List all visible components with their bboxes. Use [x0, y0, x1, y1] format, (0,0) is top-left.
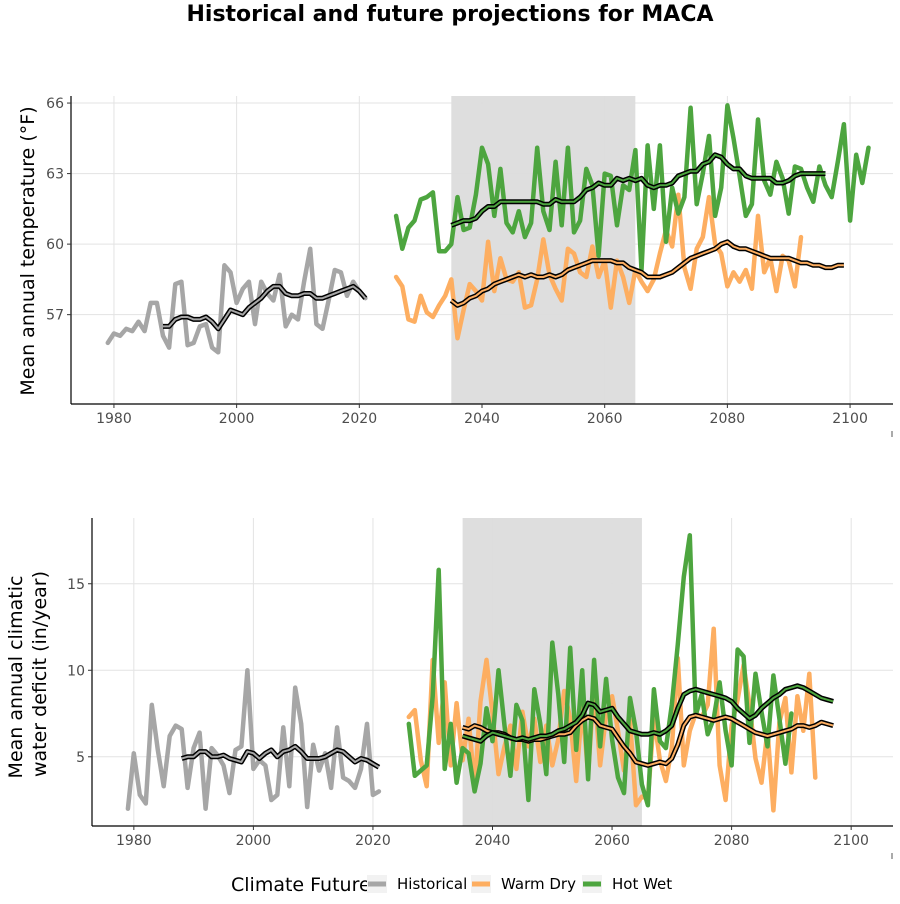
legend-label-warm-dry: Warm Dry — [501, 875, 576, 893]
series-line-hot-wet — [406, 533, 794, 808]
x-tick-label: 2060 — [587, 411, 623, 427]
x-tick-label: 2040 — [464, 411, 500, 427]
smooth-line-smooth-hot-wet — [450, 153, 826, 227]
series-line-hot-wet — [393, 103, 871, 273]
x-tick-label: 2000 — [236, 833, 272, 849]
x-tick-label: 2100 — [832, 411, 868, 427]
y-tick-label: 57 — [46, 308, 64, 324]
x-tick-label: 1980 — [96, 411, 132, 427]
legend-label-historical: Historical — [397, 875, 467, 893]
y-tick-label: 63 — [46, 167, 64, 183]
series-line-warm-dry — [393, 192, 804, 341]
legend: Climate Future Historical Warm Dry Hot W… — [231, 874, 672, 896]
x-tick-label: 2080 — [710, 411, 746, 427]
temperature-panel: Mean annual temperature (°F) 1980 2000 202… — [17, 96, 893, 437]
series-line-historical — [125, 668, 382, 811]
legend-item-hot-wet: Hot Wet — [582, 875, 672, 893]
x-tick-label: 2000 — [219, 411, 255, 427]
x-tick-label: 2060 — [594, 833, 630, 849]
y-tick-label: 66 — [46, 96, 64, 112]
x-tick-label: 1980 — [116, 833, 152, 849]
water-deficit-panel: Mean annual climatic water deficit (in/y… — [5, 518, 893, 859]
y-tick-label: 15 — [67, 577, 85, 593]
series-line-historical — [105, 246, 368, 355]
legend-item-warm-dry: Warm Dry — [471, 875, 576, 893]
y-tick-label: 5 — [76, 750, 85, 766]
legend-title: Climate Future — [231, 874, 371, 896]
chart-title: Historical and future projections for MA… — [186, 2, 713, 27]
x-tick-label: 2080 — [714, 833, 750, 849]
smooth-line-smooth-historical — [181, 745, 380, 769]
y-tick-label: 60 — [46, 237, 64, 253]
smooth-line-smooth-historical — [163, 285, 367, 330]
y-axis-label-deficit: Mean annual climatic water deficit (in/y… — [5, 570, 51, 779]
x-tick-label: 2100 — [833, 833, 869, 849]
smooth-line-smooth-hot-wet — [462, 684, 834, 743]
smooth-line-smooth-warm-dry — [450, 240, 844, 307]
x-tick-label: 2020 — [341, 411, 377, 427]
y-tick-label: 10 — [67, 663, 85, 679]
legend-label-hot-wet: Hot Wet — [612, 875, 672, 893]
legend-item-historical: Historical — [367, 875, 467, 893]
x-tick-label: 2040 — [475, 833, 511, 849]
x-tick-label: 2020 — [355, 833, 391, 849]
y-axis-label-temperature: Mean annual temperature (°F) — [17, 106, 39, 395]
